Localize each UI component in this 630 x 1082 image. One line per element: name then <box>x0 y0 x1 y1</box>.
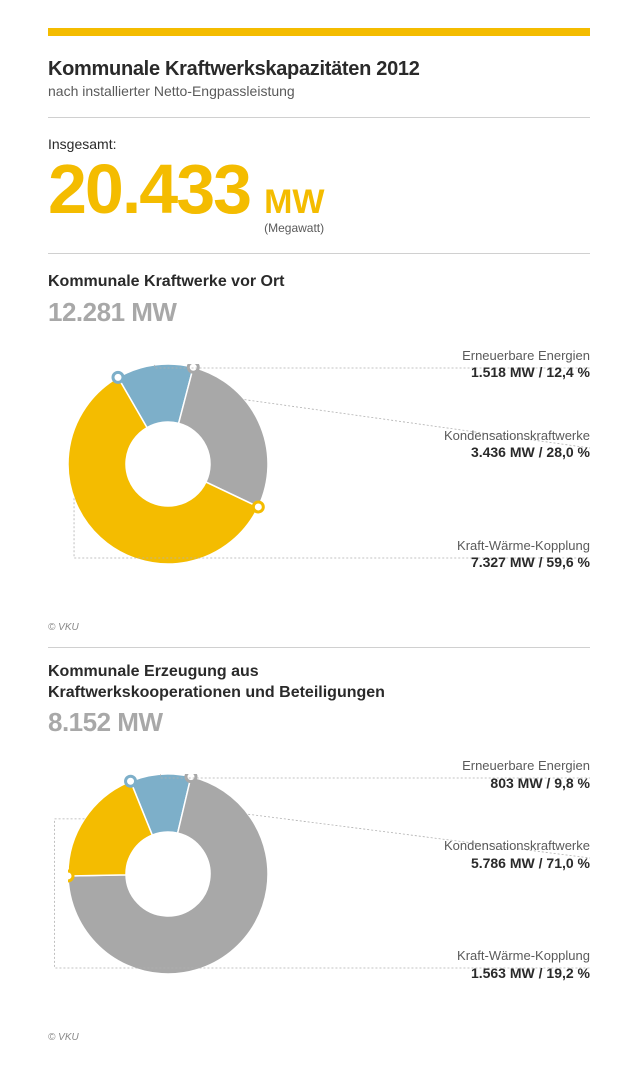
legend-label: Kondensationskraftwerke <box>444 838 590 854</box>
chart2-title: Kommunale Erzeugung ausKraftwerkskoopera… <box>48 662 590 704</box>
total-unit: MW <box>264 185 324 219</box>
chart2-legend-1: Kondensationskraftwerke 5.786 MW / 71,0 … <box>444 838 590 871</box>
total-value: 20.433 <box>48 154 250 224</box>
total-row: 20.433 MW (Megawatt) <box>48 154 590 235</box>
total-unit-sub: (Megawatt) <box>264 221 324 235</box>
chart2-total: 8.152 MW <box>48 707 590 738</box>
legend-value: 5.786 MW / 71,0 % <box>444 855 590 871</box>
page-subtitle: nach installierter Netto-Engpassleistung <box>48 83 590 99</box>
legend-label: Kondensationskraftwerke <box>444 428 590 444</box>
legend-value: 803 MW / 9,8 % <box>462 775 590 791</box>
page-title: Kommunale Kraftwerkskapazitäten 2012 <box>48 58 590 81</box>
legend-label: Erneuerbare Energien <box>462 758 590 774</box>
legend-value: 7.327 MW / 59,6 % <box>457 554 590 570</box>
chart2-donut <box>68 774 268 974</box>
chart2-svg <box>68 774 268 974</box>
chart1-donut <box>68 364 268 564</box>
chart2-area: Erneuerbare Energien 803 MW / 9,8 % Kond… <box>48 750 590 1030</box>
legend-value: 3.436 MW / 28,0 % <box>444 444 590 460</box>
chart2-legend-2: Kraft-Wärme-Kopplung 1.563 MW / 19,2 % <box>457 948 590 981</box>
copyright-2: © VKU <box>48 1032 590 1043</box>
copyright-1: © VKU <box>48 622 590 633</box>
legend-label: Kraft-Wärme-Kopplung <box>457 948 590 964</box>
chart1-legend-0: Erneuerbare Energien 1.518 MW / 12,4 % <box>462 348 590 381</box>
legend-label: Kraft-Wärme-Kopplung <box>457 538 590 554</box>
chart1-title: Kommunale Kraftwerke vor Ort <box>48 272 590 293</box>
chart1-legend-1: Kondensationskraftwerke 3.436 MW / 28,0 … <box>444 428 590 461</box>
divider <box>48 253 590 254</box>
legend-label: Erneuerbare Energien <box>462 348 590 364</box>
chart1-legend-2: Kraft-Wärme-Kopplung 7.327 MW / 59,6 % <box>457 538 590 571</box>
chart2-legend-0: Erneuerbare Energien 803 MW / 9,8 % <box>462 758 590 791</box>
chart1-svg <box>68 364 268 564</box>
divider <box>48 647 590 648</box>
divider <box>48 117 590 118</box>
chart1-total: 12.281 MW <box>48 297 590 328</box>
legend-value: 1.518 MW / 12,4 % <box>462 364 590 380</box>
legend-value: 1.563 MW / 19,2 % <box>457 965 590 981</box>
accent-bar <box>48 28 590 36</box>
chart1-area: Erneuerbare Energien 1.518 MW / 12,4 % K… <box>48 340 590 620</box>
